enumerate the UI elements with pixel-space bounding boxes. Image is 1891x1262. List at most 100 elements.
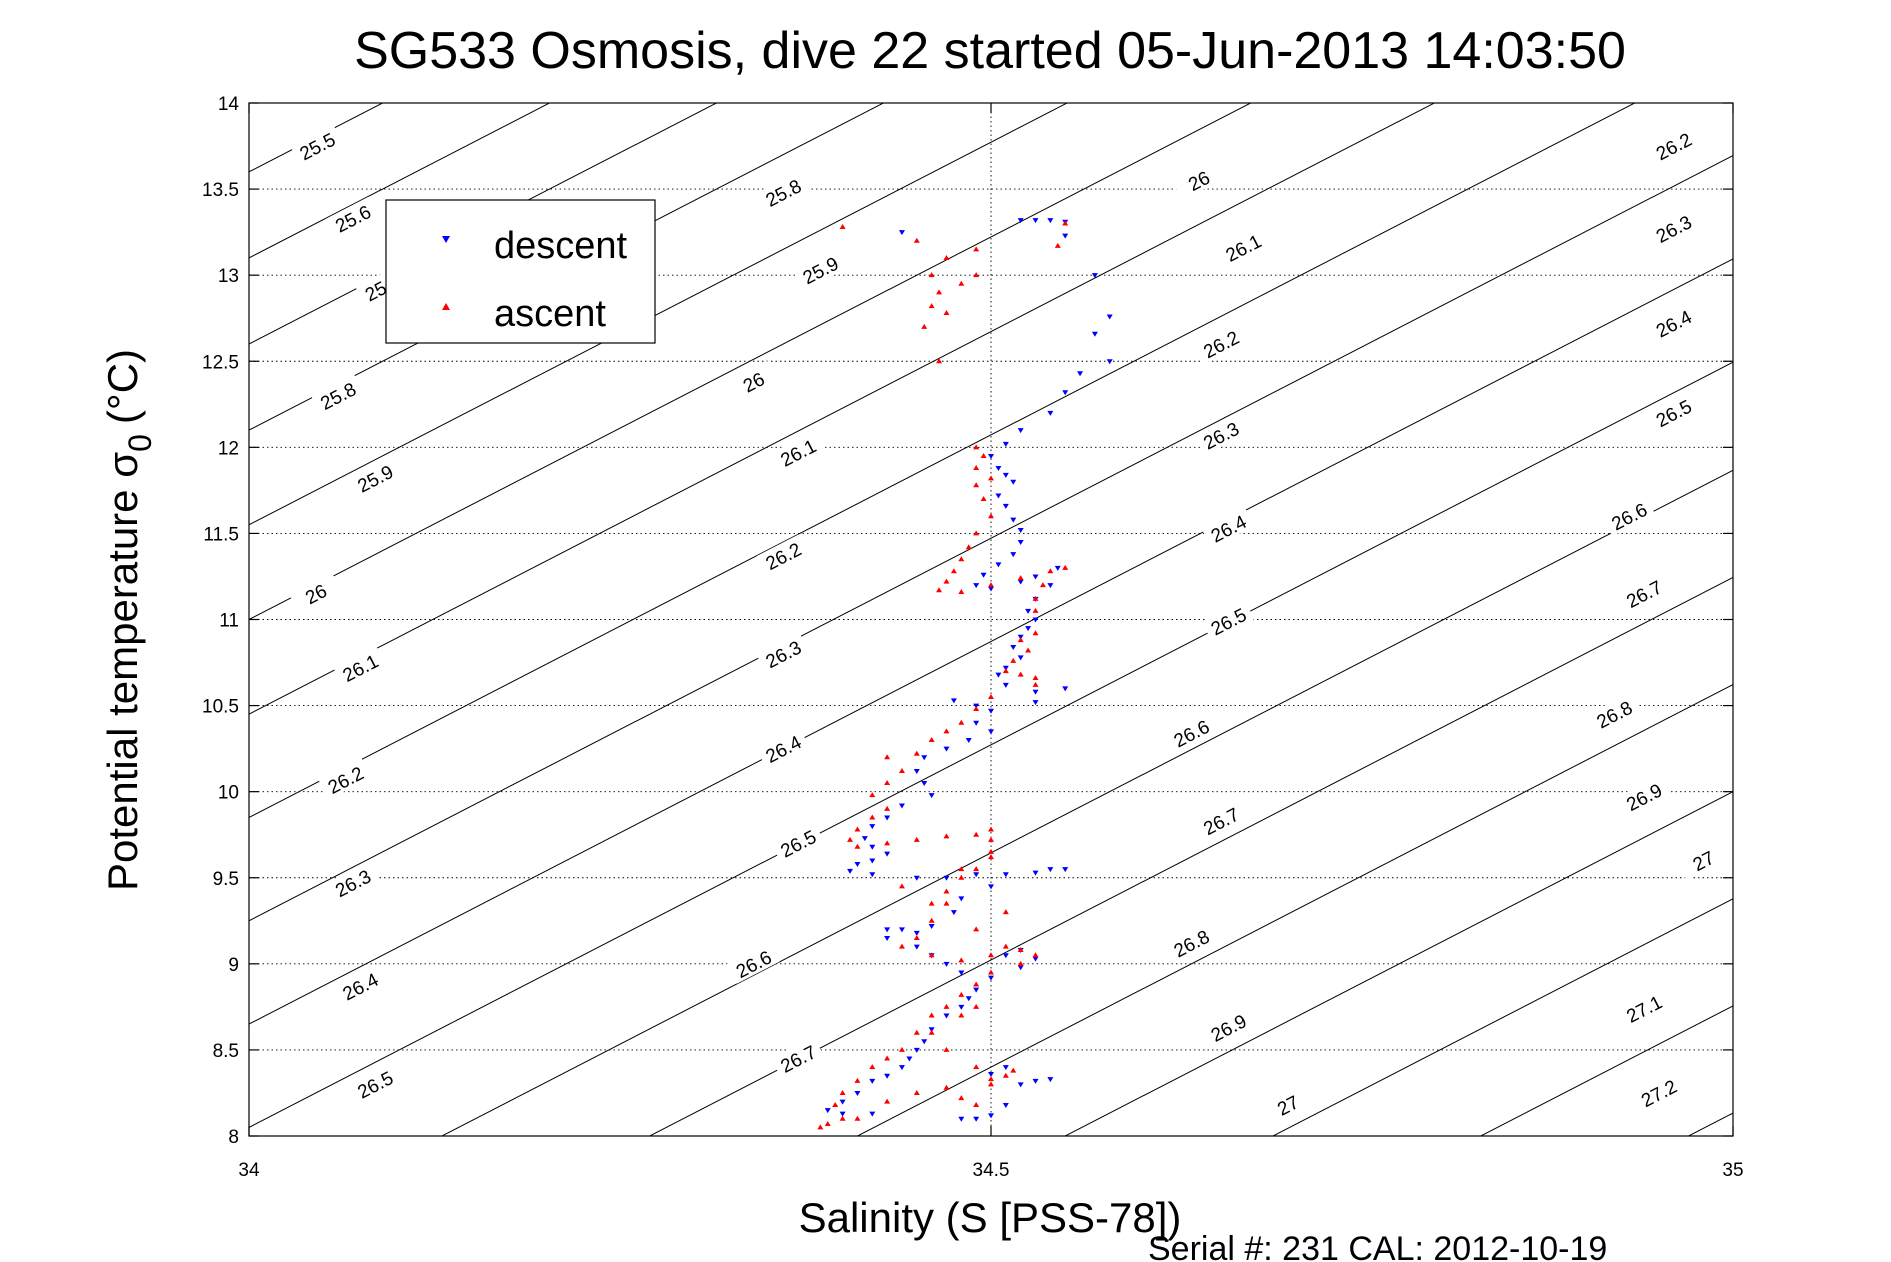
ascent-point	[928, 272, 935, 278]
descent-point	[1010, 552, 1017, 558]
descent-point	[1032, 218, 1039, 224]
isopycnal-label-bg	[326, 861, 379, 903]
descent-point	[898, 927, 905, 933]
descent-point	[854, 861, 861, 867]
ascent-point	[1017, 637, 1024, 643]
descent-point	[928, 923, 935, 929]
descent-point	[921, 1039, 928, 1045]
legend-descent-marker	[442, 236, 450, 243]
ascent-point	[1002, 943, 1009, 949]
y-tick-label: 10.5	[202, 697, 239, 718]
ascent-point	[913, 1029, 920, 1035]
chart-title: SG533 Osmosis, dive 22 started 05-Jun-20…	[354, 22, 1626, 80]
ascent-point	[958, 1095, 965, 1101]
descent-point	[973, 720, 980, 726]
y-tick-label: 8.5	[213, 1041, 239, 1062]
ascent-point	[936, 289, 943, 295]
ascent-point	[1062, 564, 1069, 570]
descent-point	[854, 1090, 861, 1096]
isopycnal-label-bg	[288, 572, 342, 614]
descent-point	[995, 465, 1002, 471]
descent-point	[1062, 390, 1069, 396]
descent-point	[958, 1004, 965, 1010]
descent-point	[973, 583, 980, 589]
descent-point	[1002, 872, 1009, 878]
ascent-point	[898, 768, 905, 774]
ascent-point	[854, 1115, 861, 1121]
ascent-point	[988, 513, 994, 519]
isopycnal-label-bg	[1171, 158, 1225, 201]
isopycnal-label-bg	[771, 1036, 824, 1079]
descent-point	[1010, 479, 1017, 485]
ascent-point	[936, 587, 943, 593]
descent-point	[1077, 371, 1084, 377]
ascent-point	[913, 836, 920, 842]
isopycnal-line	[249, 103, 551, 259]
ascent-point	[958, 1012, 965, 1018]
isopycnal-label-bg	[1201, 599, 1255, 642]
descent-point	[995, 562, 1002, 568]
ascent-point	[1047, 568, 1054, 574]
x-tick-label: 34	[238, 1160, 260, 1181]
ascent-point	[988, 854, 994, 860]
descent-point	[943, 875, 950, 881]
isopycnal-label-bg	[756, 632, 810, 674]
ascent-point	[839, 223, 846, 229]
descent-point	[869, 844, 876, 850]
isopycnal-label-bg	[1201, 1005, 1255, 1048]
isopycnal-line	[1064, 791, 1733, 1136]
descent-point	[988, 708, 994, 714]
isopycnal-label-bg	[1617, 572, 1670, 614]
isopycnal-label-bg	[771, 430, 824, 473]
ascent-point	[958, 991, 965, 997]
isopycnal-label-bg	[756, 534, 810, 576]
ascent-point	[988, 1076, 994, 1082]
ascent-point	[943, 833, 950, 839]
y-tick-label: 10	[218, 783, 239, 804]
descent-point	[1091, 273, 1098, 279]
ascent-point	[988, 826, 994, 832]
ascent-point	[928, 303, 935, 309]
legend-ascent-marker	[442, 303, 450, 310]
descent-point	[1032, 689, 1039, 695]
ascent-point	[1032, 675, 1039, 681]
ascent-point	[1017, 671, 1024, 677]
ascent-point	[1032, 607, 1039, 613]
descent-point	[884, 927, 891, 933]
descent-point	[1062, 233, 1069, 239]
ascent-point	[928, 900, 935, 906]
isopycnal-label-bg	[348, 456, 402, 499]
descent-point	[1017, 428, 1024, 434]
ascent-point	[869, 1064, 876, 1070]
x-axis-title: Salinity (S [PSS-78])	[799, 1194, 1182, 1241]
isopycnal-line	[249, 155, 1733, 922]
descent-point	[869, 858, 876, 864]
isopycnal-line	[249, 103, 1436, 715]
ascent-point	[884, 840, 891, 846]
isopycnal-label-bg	[1646, 207, 1700, 249]
ascent-point	[898, 943, 905, 949]
ascent-point	[973, 981, 980, 987]
ascent-point	[847, 836, 854, 842]
y-tick-label: 14	[218, 94, 240, 115]
ascent-point	[1039, 582, 1046, 588]
y-tick-label: 9.5	[213, 869, 239, 890]
descent-point	[1032, 700, 1039, 706]
descent-point	[839, 1099, 846, 1105]
descent-point	[1032, 870, 1039, 876]
descent-point	[943, 746, 950, 752]
isopycnal-label-bg	[1631, 1071, 1685, 1113]
descent-point	[1032, 956, 1039, 962]
ascent-point	[1062, 220, 1069, 226]
ascent-point	[988, 475, 994, 481]
ascent-point	[913, 935, 920, 941]
ascent-point	[973, 831, 980, 837]
descent-point	[884, 815, 891, 821]
descent-point	[913, 930, 920, 936]
descent-point	[950, 698, 957, 704]
descent-point	[988, 884, 994, 890]
isopycnal-label-bg	[1194, 799, 1247, 841]
ascent-point	[936, 358, 943, 364]
ascent-point	[943, 1003, 950, 1009]
y-tick-label: 8	[228, 1127, 239, 1148]
